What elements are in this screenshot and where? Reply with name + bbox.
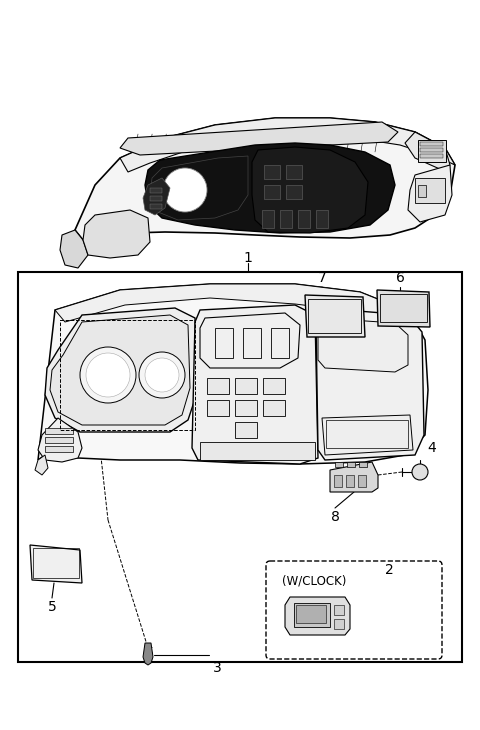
Bar [346, 475, 354, 487]
Circle shape [163, 168, 207, 212]
Bar [45, 428, 73, 434]
Polygon shape [305, 295, 365, 337]
Polygon shape [143, 178, 170, 215]
Circle shape [86, 353, 130, 397]
Text: 1: 1 [243, 251, 252, 265]
Polygon shape [192, 305, 318, 464]
Bar [207, 400, 229, 416]
Bar [358, 475, 366, 487]
Circle shape [139, 352, 185, 398]
Bar [420, 148, 443, 152]
Bar [271, 328, 289, 358]
Polygon shape [316, 308, 424, 460]
Bar [359, 462, 367, 467]
Bar [263, 400, 285, 416]
Polygon shape [45, 308, 198, 432]
Polygon shape [35, 455, 48, 475]
Bar [262, 210, 274, 228]
Bar [316, 210, 328, 228]
Circle shape [145, 358, 179, 392]
Bar [420, 142, 443, 146]
Bar [298, 210, 310, 228]
Bar [235, 400, 257, 416]
Polygon shape [60, 230, 88, 268]
Bar [286, 165, 302, 179]
Polygon shape [83, 210, 150, 258]
Bar [33, 548, 79, 578]
Polygon shape [38, 418, 82, 462]
Bar [334, 605, 344, 615]
Bar [286, 185, 302, 199]
Bar [264, 165, 280, 179]
Polygon shape [145, 143, 395, 233]
Polygon shape [120, 118, 455, 172]
Polygon shape [318, 318, 408, 372]
Circle shape [80, 347, 136, 403]
Bar [18, 272, 462, 662]
Bar [60, 320, 195, 430]
Bar [420, 154, 443, 158]
Polygon shape [408, 165, 452, 222]
Polygon shape [285, 597, 350, 635]
Bar [150, 204, 162, 209]
Bar [45, 437, 73, 443]
Text: 5: 5 [48, 600, 56, 614]
Polygon shape [120, 122, 398, 155]
Bar [243, 328, 261, 358]
Polygon shape [330, 462, 378, 492]
Circle shape [412, 464, 428, 480]
Polygon shape [50, 315, 190, 425]
Bar [418, 140, 446, 162]
Bar [150, 196, 162, 201]
Text: (W/CLOCK): (W/CLOCK) [282, 575, 347, 588]
Bar [334, 475, 342, 487]
Bar [235, 422, 257, 438]
Bar [235, 378, 257, 394]
Text: 2: 2 [385, 563, 394, 577]
Polygon shape [143, 643, 153, 665]
Text: 4: 4 [428, 441, 436, 455]
Polygon shape [75, 118, 455, 240]
Text: 7: 7 [318, 271, 326, 285]
Bar [296, 605, 326, 623]
Text: 6: 6 [396, 271, 405, 285]
Polygon shape [200, 313, 300, 368]
Bar [334, 619, 344, 629]
Polygon shape [377, 290, 430, 327]
Bar [215, 328, 233, 358]
Bar [263, 378, 285, 394]
Polygon shape [55, 284, 415, 323]
Polygon shape [322, 415, 413, 455]
Text: 8: 8 [331, 510, 339, 524]
Bar [294, 603, 330, 627]
FancyBboxPatch shape [266, 561, 442, 659]
Polygon shape [38, 284, 428, 464]
Bar [280, 210, 292, 228]
Polygon shape [252, 147, 368, 233]
Bar [380, 294, 427, 322]
Bar [335, 462, 343, 467]
Bar [264, 185, 280, 199]
Polygon shape [405, 132, 450, 170]
Bar [200, 442, 315, 460]
Text: 3: 3 [213, 661, 222, 675]
Bar [418, 185, 426, 197]
Bar [326, 420, 408, 448]
Bar [45, 446, 73, 452]
Polygon shape [30, 545, 82, 583]
Polygon shape [150, 156, 248, 220]
Bar [347, 462, 355, 467]
Bar [207, 378, 229, 394]
Bar [308, 299, 361, 333]
Bar [150, 188, 162, 193]
Bar [415, 178, 445, 203]
